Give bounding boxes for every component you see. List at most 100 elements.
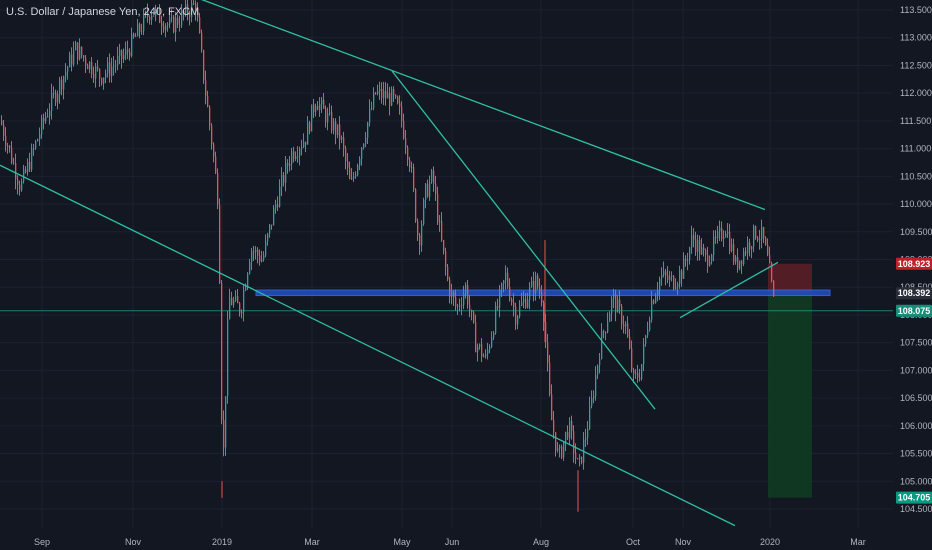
candle-body — [381, 88, 383, 98]
candle-body — [323, 99, 325, 109]
y-tick-label: 107.000 — [900, 365, 932, 375]
candle-body — [465, 284, 467, 295]
candle-body — [693, 235, 695, 240]
candle-body — [635, 373, 637, 375]
candle-body — [173, 17, 175, 33]
candle-body — [247, 273, 249, 287]
candle-body — [81, 46, 83, 56]
candle-body — [515, 306, 517, 325]
candle-body — [181, 11, 183, 26]
candle-body — [3, 124, 5, 136]
candle-body — [569, 420, 571, 438]
x-tick-label: May — [393, 537, 411, 547]
trendline — [0, 164, 736, 527]
candle-body — [399, 103, 401, 107]
candle-body — [219, 204, 221, 283]
candle-body — [633, 369, 635, 374]
candle-body — [461, 304, 463, 307]
candle-body — [749, 242, 751, 250]
candle-body — [579, 456, 581, 459]
candle-body — [419, 235, 421, 246]
candle-body — [301, 147, 303, 150]
candle-body — [195, 4, 197, 12]
candle-body — [239, 303, 241, 314]
candle-body — [649, 319, 651, 331]
candle-body — [261, 259, 263, 262]
candle-body — [747, 242, 749, 254]
candle-body — [333, 121, 335, 131]
candle-body — [741, 260, 743, 265]
candle-body — [117, 55, 119, 65]
candle-body — [651, 300, 653, 320]
candle-body — [67, 67, 69, 72]
candle-body — [339, 124, 341, 140]
candle-body — [629, 336, 631, 349]
candle-body — [61, 79, 63, 90]
candle-body — [529, 287, 531, 300]
candle-body — [655, 296, 657, 304]
candle-body — [745, 251, 747, 254]
candle-body — [353, 176, 355, 178]
candle-body — [133, 34, 135, 37]
candle-body — [365, 137, 367, 144]
y-tick-label: 113.500 — [900, 5, 932, 15]
candle-body — [153, 15, 155, 17]
candle-body — [357, 165, 359, 175]
candle-body — [103, 77, 105, 84]
candle-body — [255, 249, 257, 252]
price-badge — [896, 287, 932, 300]
candle-body — [383, 90, 385, 98]
candle-body — [175, 17, 177, 33]
y-tick-label: 109.500 — [900, 227, 932, 237]
candle-body — [135, 36, 137, 38]
candle-body — [269, 224, 271, 234]
candle-body — [721, 227, 723, 239]
candle-body — [113, 65, 115, 67]
candle-body — [469, 304, 471, 310]
candle-body — [83, 55, 85, 58]
candle-body — [491, 337, 493, 347]
candle-body — [129, 51, 131, 56]
candle-body — [659, 278, 661, 291]
candle-body — [451, 291, 453, 297]
candle-body — [207, 96, 209, 107]
candle-body — [373, 92, 375, 108]
candle-body — [347, 161, 349, 168]
candle-body — [405, 138, 407, 148]
candle-body — [131, 34, 133, 56]
candle-body — [539, 287, 541, 293]
candle-body — [413, 167, 415, 190]
candle-body — [351, 177, 353, 179]
price-badge-label: 108.075 — [898, 306, 931, 316]
candle-body — [27, 161, 29, 173]
candle-body — [609, 313, 611, 322]
candle-body — [581, 456, 583, 463]
candle-body — [415, 189, 417, 222]
candle-body — [363, 143, 365, 149]
candle-body — [165, 25, 167, 30]
candle-body — [575, 452, 577, 459]
candle-body — [531, 280, 533, 288]
trendline — [679, 261, 779, 319]
candle-body — [19, 184, 21, 191]
candle-body — [573, 431, 575, 453]
candle-body — [523, 299, 525, 303]
candle-body — [361, 148, 363, 159]
candle-body — [497, 306, 499, 308]
candle-body — [297, 156, 299, 158]
candle-body — [417, 221, 419, 236]
candle-body — [65, 71, 67, 77]
candle-body — [617, 299, 619, 313]
candle-body — [55, 92, 57, 103]
candle-body — [533, 280, 535, 293]
candle-body — [139, 24, 141, 32]
candle-body — [251, 251, 253, 263]
candle-body — [751, 246, 753, 250]
candle-body — [645, 335, 647, 345]
candle-body — [127, 49, 129, 52]
candle-body — [253, 251, 255, 253]
candle-body — [537, 275, 539, 288]
candle-body — [125, 49, 127, 56]
y-tick-label: 112.000 — [900, 88, 932, 98]
